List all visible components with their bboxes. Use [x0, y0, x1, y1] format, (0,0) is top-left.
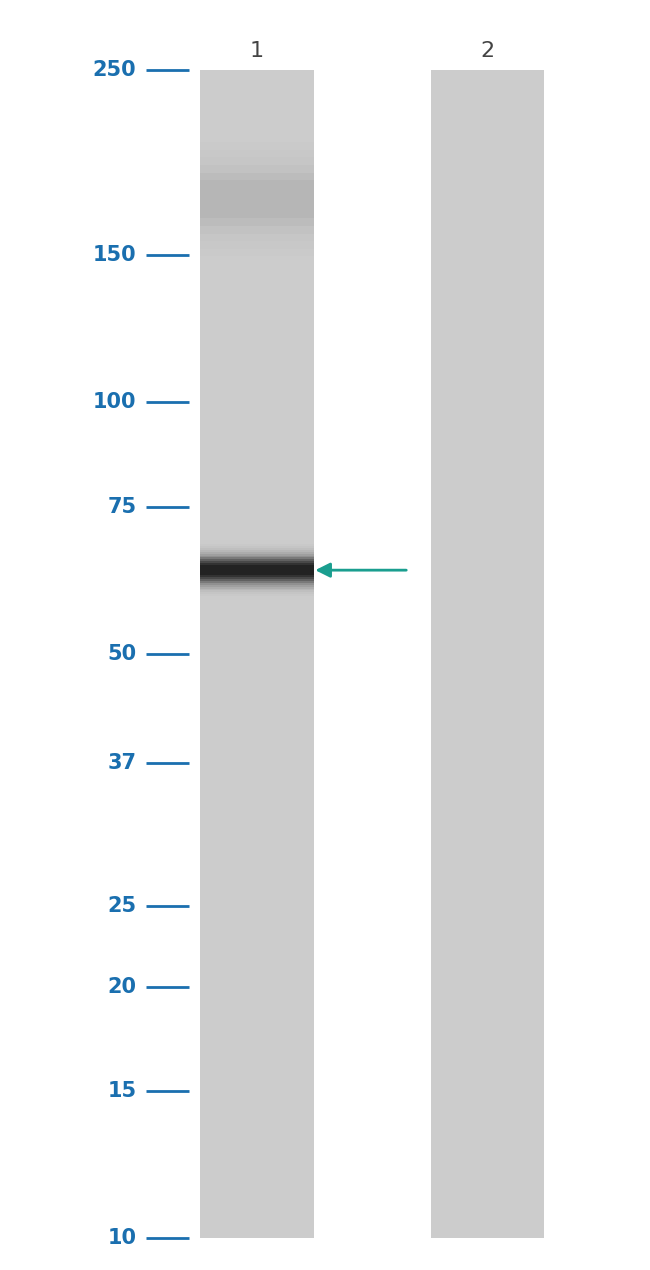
Text: 75: 75 — [107, 497, 136, 517]
Bar — [200, 550, 313, 591]
Bar — [200, 180, 313, 218]
Bar — [200, 563, 313, 577]
Bar — [200, 142, 313, 257]
Bar — [200, 559, 313, 580]
Text: 1: 1 — [250, 41, 264, 61]
Bar — [200, 551, 313, 588]
Text: 50: 50 — [107, 644, 136, 664]
Bar — [200, 544, 313, 596]
Text: 2: 2 — [480, 41, 495, 61]
Bar — [200, 558, 313, 583]
Text: 10: 10 — [107, 1228, 136, 1248]
Bar — [200, 546, 313, 594]
Text: 150: 150 — [93, 245, 136, 265]
Bar — [200, 165, 313, 234]
Bar — [200, 554, 313, 587]
Bar — [200, 565, 313, 575]
Text: 25: 25 — [107, 895, 136, 916]
Text: 20: 20 — [107, 977, 136, 997]
Bar — [200, 547, 313, 592]
Text: 37: 37 — [107, 753, 136, 773]
Bar — [200, 150, 313, 249]
Bar — [200, 555, 313, 584]
Bar — [200, 173, 313, 226]
Bar — [200, 157, 313, 241]
Text: 15: 15 — [107, 1081, 136, 1101]
Bar — [200, 70, 313, 1238]
Text: 250: 250 — [93, 60, 136, 80]
Bar — [430, 70, 545, 1238]
Bar — [200, 561, 313, 579]
Text: 100: 100 — [93, 392, 136, 413]
